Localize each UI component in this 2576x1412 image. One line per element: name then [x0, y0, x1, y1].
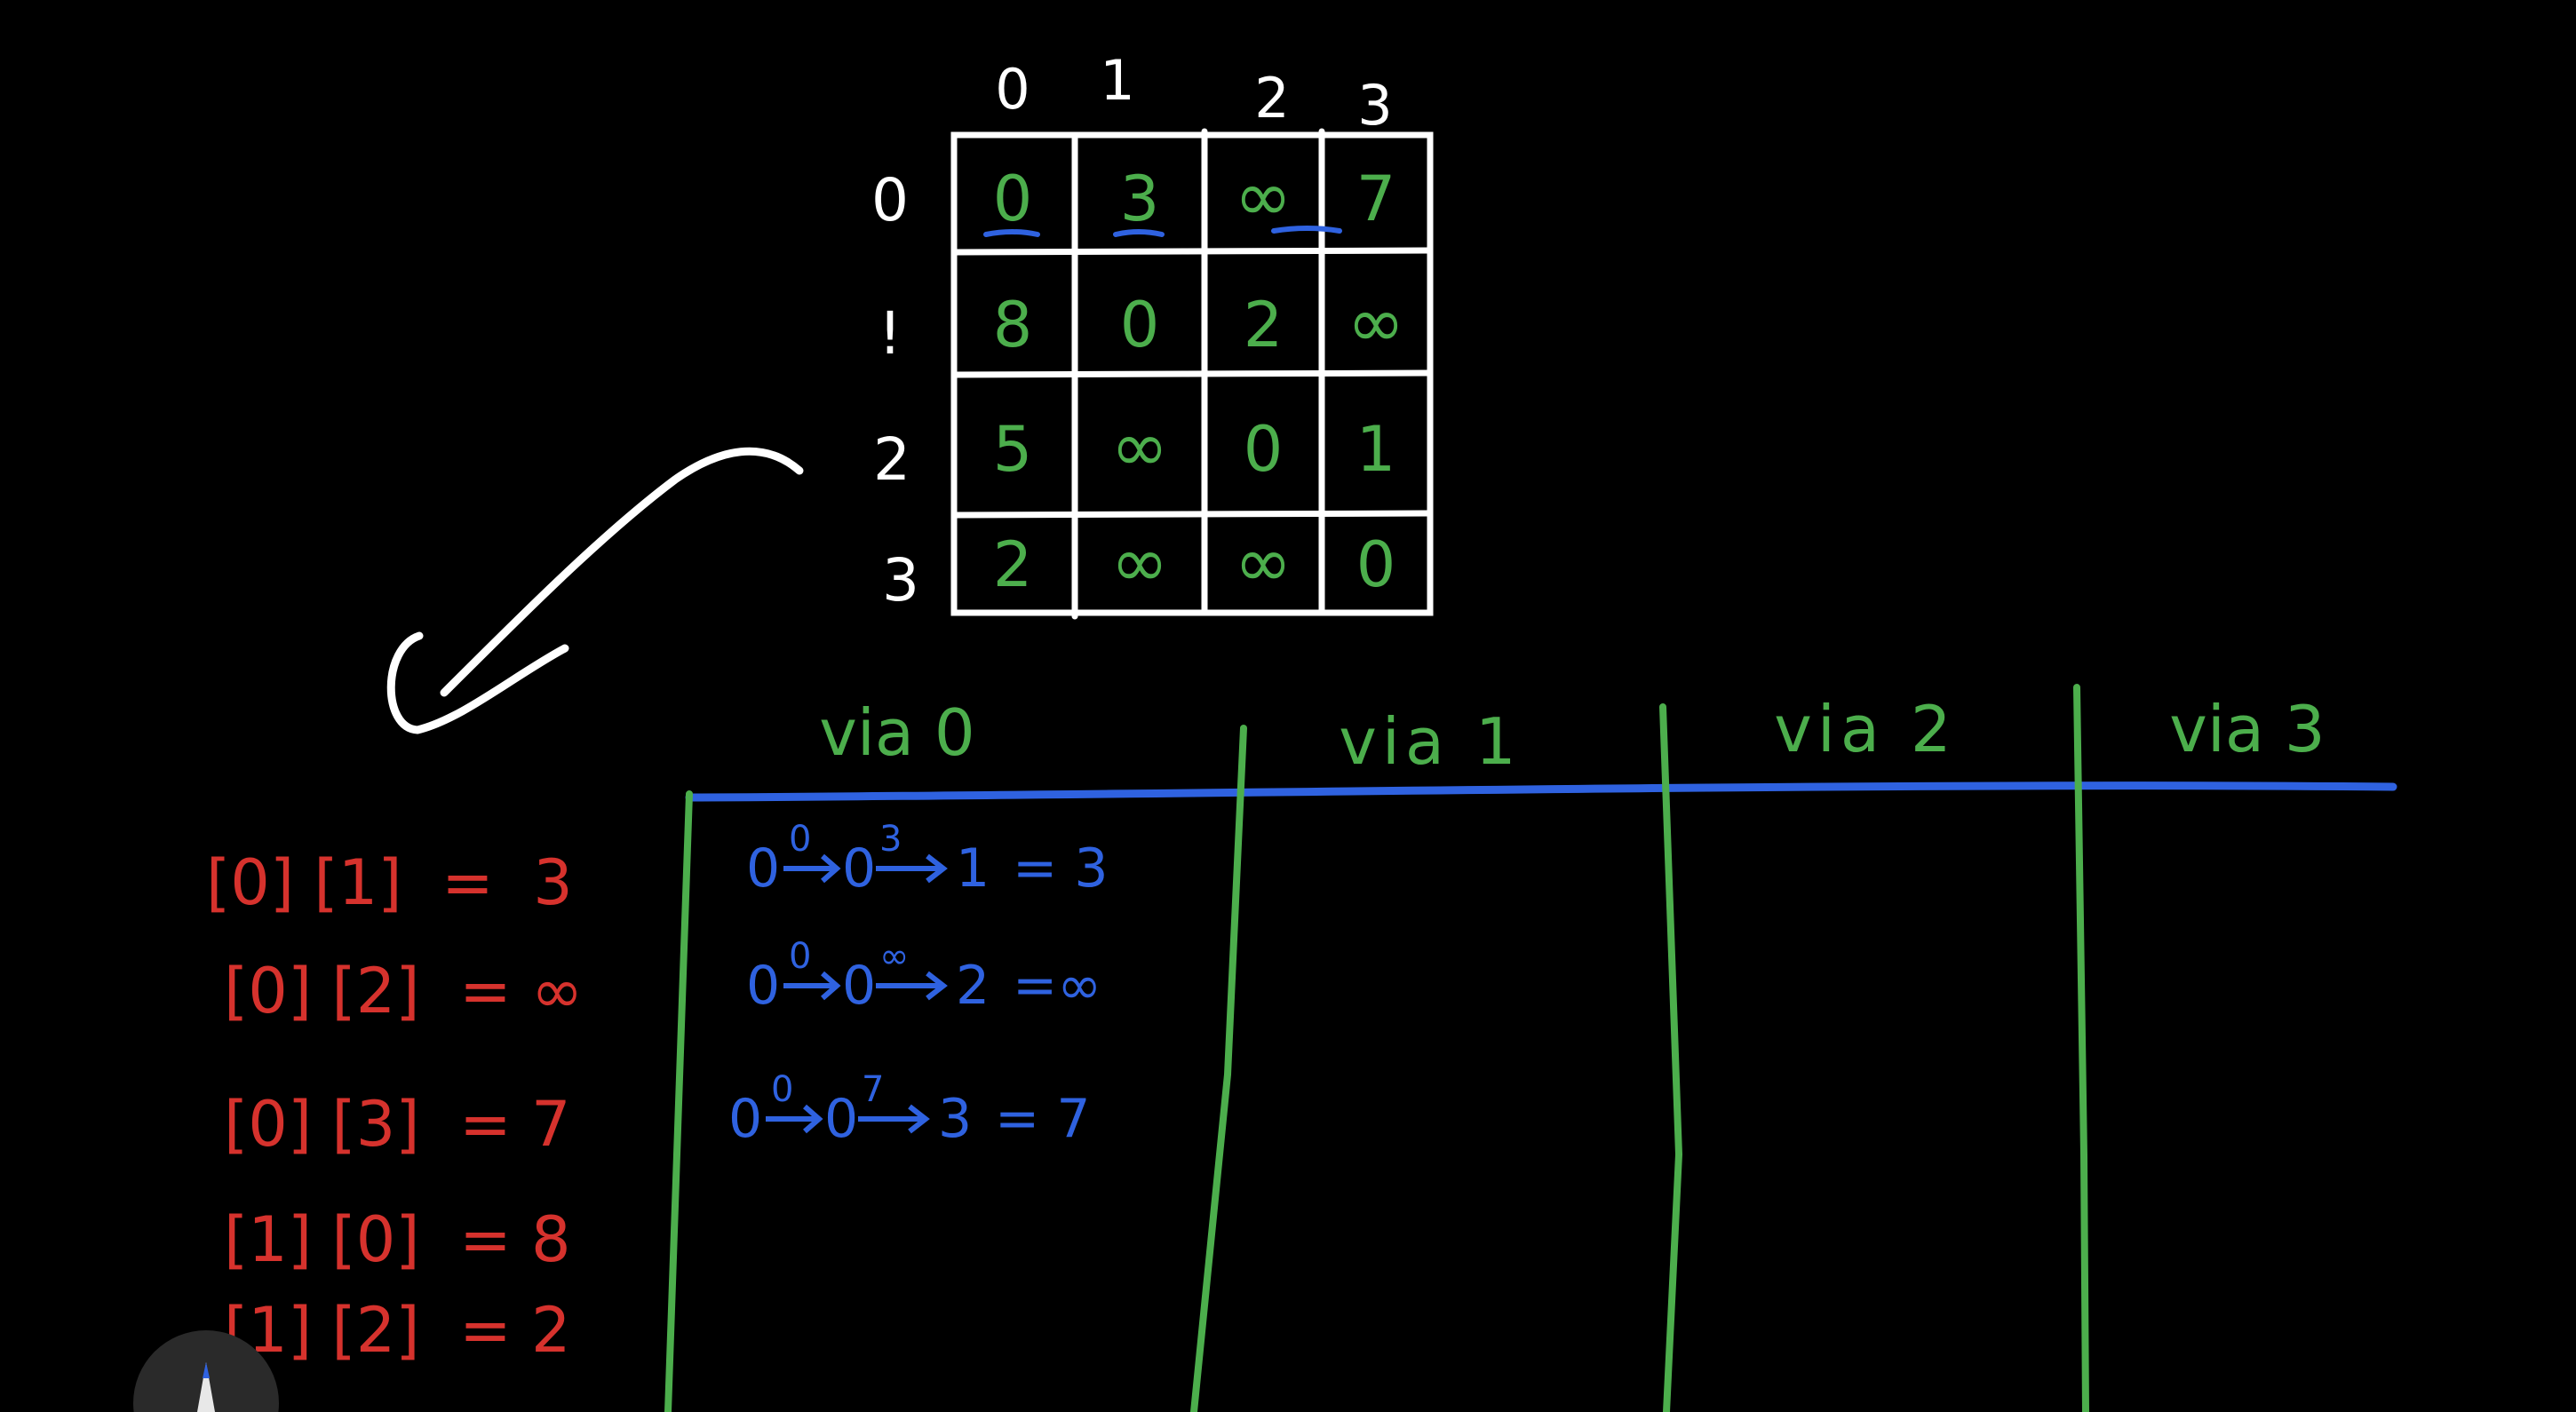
matrix-row-header-2: 2	[873, 425, 910, 494]
matrix-row-header-3: 3	[882, 546, 919, 615]
matrix-cell-3-0: 2	[993, 528, 1033, 601]
path-weight-1: 0	[771, 1069, 793, 1110]
path-mid-node: 0	[824, 1088, 858, 1150]
red-list-item-0: [0] [1] = 3	[206, 846, 573, 919]
path-arrow-1	[783, 971, 841, 1001]
via-0-path-1: 0 0 0 ∞ 2 =∞	[746, 936, 1101, 1017]
path-weight-2: ∞	[879, 936, 909, 977]
matrix-cell-1-3: ∞	[1348, 283, 1405, 363]
path-from-node: 0	[746, 837, 780, 900]
matrix-col-header-2: 2	[1254, 66, 1289, 131]
red-list-item-1: [0] [2] = ∞	[224, 955, 583, 1027]
matrix-underlines	[983, 226, 1342, 237]
path-arrow-2	[876, 853, 948, 884]
path-weight-1: 0	[789, 936, 811, 977]
via-0-path-2: 0 0 0 7 3 = 7	[728, 1069, 1091, 1150]
matrix-cell-0-2: ∞	[1235, 157, 1292, 237]
matrix-cell-2-3: 1	[1356, 413, 1396, 486]
matrix-cell-3-2: ∞	[1235, 523, 1292, 603]
matrix-row-header-1: !	[879, 299, 902, 368]
red-list-item-3: [1] [0] = 8	[224, 1203, 571, 1276]
matrix-cell-2-1: ∞	[1111, 408, 1169, 488]
path-arrow-2	[858, 1104, 930, 1134]
path-result: =∞	[1013, 955, 1101, 1017]
header-line	[685, 781, 2397, 802]
path-weight-1: 0	[789, 819, 811, 860]
path-arrow-1	[783, 853, 841, 884]
path-weight-2: 7	[862, 1069, 884, 1110]
matrix-cell-0-3: 7	[1356, 163, 1396, 235]
path-result: = 7	[995, 1088, 1091, 1150]
path-result: = 3	[1013, 837, 1109, 900]
matrix-values: 0 3 ∞ 78 0 2 ∞5 ∞ 0 12 ∞ ∞ 0	[993, 157, 1405, 603]
red-list-item-2: [0] [3] = 7	[224, 1088, 571, 1161]
column-title-via-1: via 1	[1339, 704, 1521, 779]
matrix-row-header-0: 0	[871, 166, 909, 234]
matrix-cell-0-0: 0	[993, 163, 1033, 235]
matrix-cell-2-2: 0	[1244, 413, 1284, 486]
matrix-col-header-3: 3	[1357, 73, 1392, 138]
path-weight-2: 3	[879, 819, 902, 860]
path-to-node: 3	[938, 1088, 972, 1150]
pen-cursor-icon	[133, 1330, 279, 1412]
path-to-node: 1	[956, 837, 990, 900]
path-arrow-2	[876, 971, 948, 1001]
column-title-via-0: via 0	[819, 695, 974, 770]
column-title-via-2: via 2	[1774, 692, 1956, 766]
path-from-node: 0	[728, 1088, 762, 1150]
matrix-cell-0-1: 3	[1120, 163, 1160, 235]
path-to-node: 2	[956, 955, 990, 1017]
via-0-paths: 0 0 0 3 1 = 30 0 0 ∞ 2 =∞0 0 0 7 3 = 7	[728, 819, 1109, 1150]
red-list-item-4: [1] [2] = 2	[224, 1294, 571, 1367]
matrix-cell-2-0: 5	[993, 413, 1033, 486]
column-title-via-3: via 3	[2169, 692, 2325, 766]
curved-arrow	[386, 447, 804, 734]
matrix-cell-1-1: 0	[1120, 289, 1160, 361]
matrix-grid	[950, 128, 1434, 620]
matrix-cell-1-0: 8	[993, 289, 1033, 361]
path-mid-node: 0	[842, 837, 876, 900]
matrix-cell-3-3: 0	[1356, 528, 1396, 601]
matrix-cell-1-2: 2	[1244, 289, 1284, 361]
matrix-cell-3-1: ∞	[1111, 523, 1169, 603]
via-0-path-0: 0 0 0 3 1 = 3	[746, 819, 1109, 900]
column-dividers	[664, 684, 2089, 1412]
path-mid-node: 0	[842, 955, 876, 1017]
path-from-node: 0	[746, 955, 780, 1017]
path-arrow-1	[766, 1104, 823, 1134]
matrix-col-header-1: 1	[1100, 48, 1134, 113]
matrix-col-header-0: 0	[995, 57, 1030, 122]
